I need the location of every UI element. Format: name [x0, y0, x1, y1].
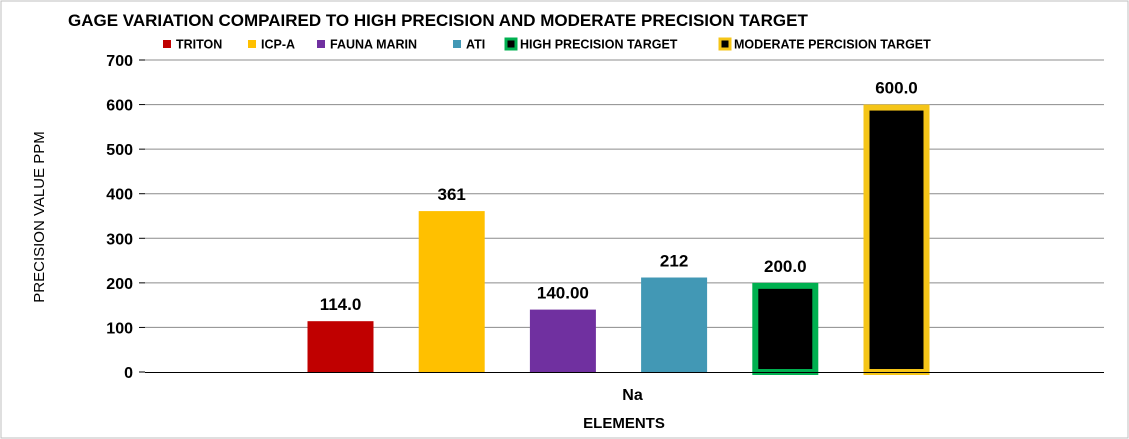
bar-fauna-marin	[529, 309, 596, 372]
data-label: 140.00	[537, 284, 589, 303]
legend-swatch	[248, 40, 256, 48]
data-label: 114.0	[320, 295, 362, 314]
y-tick-label: 0	[124, 365, 133, 382]
legend-swatch	[718, 37, 732, 51]
y-axis-ticks: 0 100 200 300 400 500 600 700	[106, 53, 145, 382]
bar-high-precision-target	[752, 282, 819, 376]
legend: TRITON ICP-A FAUNA MARIN ATI HIGH PRECISION …	[163, 37, 931, 52]
bars	[307, 104, 930, 376]
data-label: 200.0	[764, 257, 807, 276]
data-label: 212	[660, 252, 688, 271]
x-axis-categories: Na	[622, 387, 643, 404]
data-labels: 114.0 361 140.00 212 200.0 600.0	[320, 79, 918, 315]
legend-swatch	[317, 40, 325, 48]
y-tick-label: 200	[106, 276, 133, 293]
y-tick-label: 100	[106, 320, 133, 337]
y-tick-label: 500	[106, 142, 133, 159]
legend-label: MODERATE PERCISION TARGET	[734, 38, 931, 52]
bar-moderate-percision-target	[863, 104, 930, 375]
legend-swatch	[504, 37, 518, 51]
y-tick-label: 600	[106, 98, 133, 115]
y-axis-title: PRECISION VALUE PPM	[31, 131, 48, 302]
y-tick-label: 300	[106, 231, 133, 248]
y-tick-label: 400	[106, 187, 133, 204]
x-axis-title: ELEMENTS	[583, 415, 665, 432]
legend-label: HIGH PRECISION TARGET	[520, 38, 678, 52]
legend-swatch	[453, 40, 461, 48]
legend-label: FAUNA MARIN	[330, 38, 417, 52]
data-label: 600.0	[875, 79, 918, 98]
y-tick-label: 700	[106, 53, 133, 70]
chart-title: GAGE VARIATION COMPAIRED TO HIGH PRECISI…	[68, 11, 808, 30]
bar-icp-a	[418, 211, 485, 372]
legend-label: TRITON	[176, 38, 222, 52]
legend-label: ICP-A	[261, 38, 295, 52]
legend-label: ATI	[466, 38, 485, 52]
x-category-label: Na	[622, 387, 643, 404]
data-label: 361	[438, 185, 466, 204]
legend-swatch	[163, 40, 171, 48]
gridlines	[145, 59, 1104, 328]
bar-ati	[641, 277, 708, 372]
bar-triton	[307, 321, 374, 372]
